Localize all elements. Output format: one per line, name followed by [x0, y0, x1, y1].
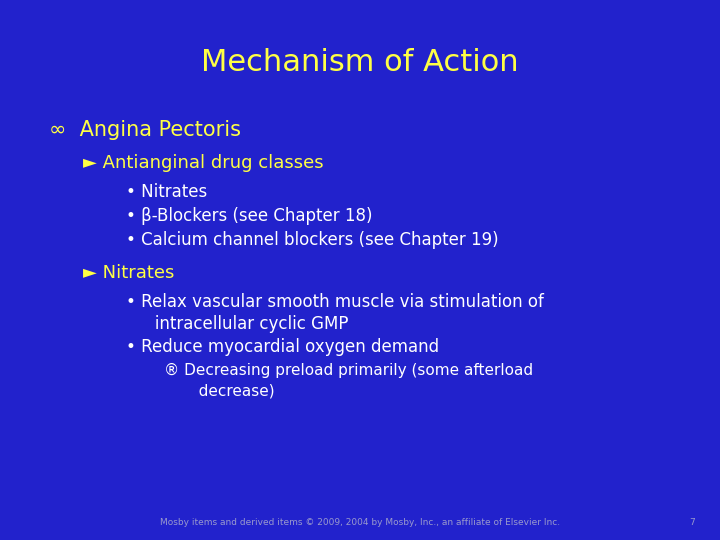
Text: Mechanism of Action: Mechanism of Action [201, 48, 519, 77]
Text: Mosby items and derived items © 2009, 2004 by Mosby, Inc., an affiliate of Elsev: Mosby items and derived items © 2009, 20… [160, 518, 560, 527]
Text: ∞  Angina Pectoris: ∞ Angina Pectoris [49, 119, 241, 140]
Text: • Nitrates: • Nitrates [126, 183, 207, 201]
Text: ► Antianginal drug classes: ► Antianginal drug classes [83, 154, 323, 172]
Text: • Reduce myocardial oxygen demand: • Reduce myocardial oxygen demand [126, 338, 439, 356]
Text: ® Decreasing preload primarily (some afterload: ® Decreasing preload primarily (some aft… [164, 363, 534, 378]
Text: • Calcium channel blockers (see Chapter 19): • Calcium channel blockers (see Chapter … [126, 231, 499, 249]
Text: 7: 7 [689, 518, 695, 527]
Text: decrease): decrease) [184, 383, 274, 399]
Text: • β-Blockers (see Chapter 18): • β-Blockers (see Chapter 18) [126, 207, 372, 225]
Text: • Relax vascular smooth muscle via stimulation of: • Relax vascular smooth muscle via stimu… [126, 293, 544, 312]
Text: ► Nitrates: ► Nitrates [83, 264, 174, 282]
Text: intracellular cyclic GMP: intracellular cyclic GMP [139, 315, 348, 333]
